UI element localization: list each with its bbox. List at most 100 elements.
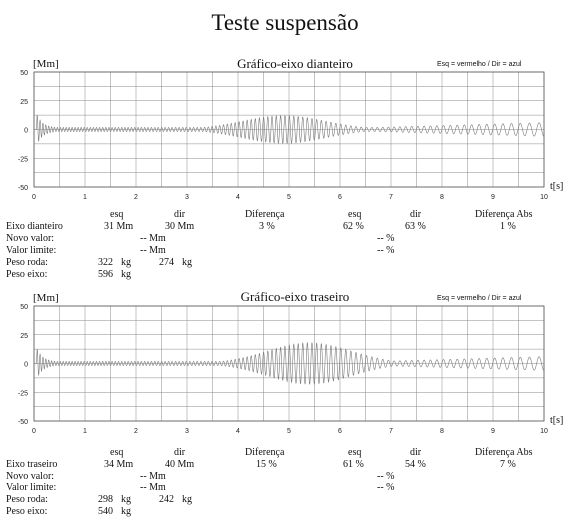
front-header-esq-pct: esq [348,209,362,220]
front-novo-valor-label: Novo valor: [6,233,55,244]
x-tick-label: 7 [389,428,393,435]
rear-chart-ylabel: [Mm] [33,292,59,304]
front-valor-limite-pct: -- % [377,245,395,256]
x-tick-label: 5 [287,194,291,201]
rear-peso-roda-label: Peso roda: [6,494,48,505]
x-tick-label: 9 [491,428,495,435]
rear-header-diferenca-abs: Diferença Abs [475,447,533,458]
rear-dir-value: 40 Mm [165,459,195,470]
rear-esq-pct: 61 % [343,459,364,470]
x-tick-label: 3 [185,428,189,435]
front-header-esq: esq [110,209,124,220]
front-peso-roda-esq-unit: kg [121,257,131,268]
front-esq-pct: 62 % [343,221,364,232]
x-tick-label: 1 [83,428,87,435]
rear-header-diferenca: Diferença [245,447,285,458]
front-peso-eixo-label: Peso eixo: [6,269,48,280]
front-header-dir: dir [174,209,186,220]
rear-chart-title: Gráfico-eixo traseiro [240,289,350,304]
y-tick-label: 25 [20,333,28,340]
front-peso-roda-label: Peso roda: [6,257,48,268]
x-tick-label: 2 [134,428,138,435]
x-tick-label: 1 [83,194,87,201]
rear-peso-roda-dir-unit: kg [182,494,192,505]
rear-header-esq: esq [110,447,124,458]
rear-peso-eixo-value: 540 [98,506,113,517]
front-peso-eixo-value: 596 [98,269,113,280]
front-header-diferenca: Diferença [245,209,285,220]
x-tick-label: 8 [440,428,444,435]
x-tick-label: 2 [134,194,138,201]
y-tick-label: 50 [20,304,28,311]
front-dir-value: 30 Mm [165,221,195,232]
series-line [34,341,545,385]
rear-valor-limite-label: Valor limite: [6,482,57,493]
front-peso-roda-dir: 274 [159,257,174,268]
rear-peso-roda-esq-unit: kg [121,494,131,505]
x-tick-label: 6 [338,194,342,201]
front-diferenca-value: 3 % [259,221,275,232]
x-tick-label: 7 [389,194,393,201]
front-dir-pct: 63 % [405,221,426,232]
x-tick-label: 6 [338,428,342,435]
y-tick-label: 50 [20,70,28,77]
rear-peso-roda-esq: 298 [98,494,113,505]
front-peso-roda-dir-unit: kg [182,257,192,268]
x-tick-label: 4 [236,194,240,201]
front-diferenca-abs-value: 1 % [500,221,516,232]
front-chart-title: Gráfico-eixo dianteiro [237,56,353,71]
series-line [34,114,545,145]
rear-peso-roda-dir: 242 [159,494,174,505]
x-tick-label: 4 [236,428,240,435]
front-novo-valor-pct: -- % [377,233,395,244]
front-header-diferenca-abs: Diferença Abs [475,209,533,220]
x-tick-label: 8 [440,194,444,201]
rear-chart-xlabel: t[s] [550,415,564,426]
front-header-dir-pct: dir [410,209,422,220]
rear-diferenca-abs-value: 7 % [500,459,516,470]
x-tick-label: 5 [287,428,291,435]
front-peso-roda-esq: 322 [98,257,113,268]
front-valor-limite-label: Valor limite: [6,245,57,256]
y-tick-label: -25 [18,390,28,397]
x-tick-label: 3 [185,194,189,201]
rear-novo-valor-label: Novo valor: [6,471,55,482]
y-tick-label: 25 [20,99,28,106]
rear-peso-eixo-label: Peso eixo: [6,506,48,517]
grid [33,305,545,422]
y-tick-label: -50 [18,419,28,426]
rear-axle-chart: 50 25 0 -25 -50 0 1 2 3 4 5 6 7 8 9 10 [18,304,548,435]
y-tick-label: -25 [18,156,28,163]
grid [33,71,545,188]
rear-valor-limite-pct: -- % [377,482,395,493]
rear-chart-legend-note: Esq = vermelho / Dir = azul [437,295,522,302]
front-chart-ylabel: [Mm] [33,58,59,70]
rear-axle-label: Eixo traseiro [6,459,58,470]
rear-esq-value: 34 Mm [104,459,134,470]
rear-header-esq-pct: esq [348,447,362,458]
rear-diferenca-value: 15 % [256,459,277,470]
front-axle-chart: 50 25 0 -25 -50 0 1 2 3 4 5 6 7 8 9 10 [18,70,548,201]
front-chart-legend-note: Esq = vermelho / Dir = azul [437,61,522,68]
x-tick-label: 0 [32,428,36,435]
rear-novo-valor-pct: -- % [377,471,395,482]
page-title: Teste suspensão [211,10,359,35]
rear-header-dir-pct: dir [410,447,422,458]
x-tick-label: 10 [540,194,548,201]
front-novo-valor-value: -- Mm [140,233,166,244]
y-tick-label: 0 [24,128,28,135]
y-tick-label: -50 [18,185,28,192]
rear-header-dir: dir [174,447,186,458]
y-tick-label: 0 [24,362,28,369]
front-valor-limite-value: -- Mm [140,245,166,256]
x-tick-label: 0 [32,194,36,201]
rear-novo-valor-value: -- Mm [140,471,166,482]
x-tick-label: 10 [540,428,548,435]
rear-dir-pct: 54 % [405,459,426,470]
front-chart-xlabel: t[s] [550,181,564,192]
front-esq-value: 31 Mm [104,221,134,232]
front-peso-eixo-unit: kg [121,269,131,280]
x-tick-label: 9 [491,194,495,201]
rear-peso-eixo-unit: kg [121,506,131,517]
rear-valor-limite-value: -- Mm [140,482,166,493]
